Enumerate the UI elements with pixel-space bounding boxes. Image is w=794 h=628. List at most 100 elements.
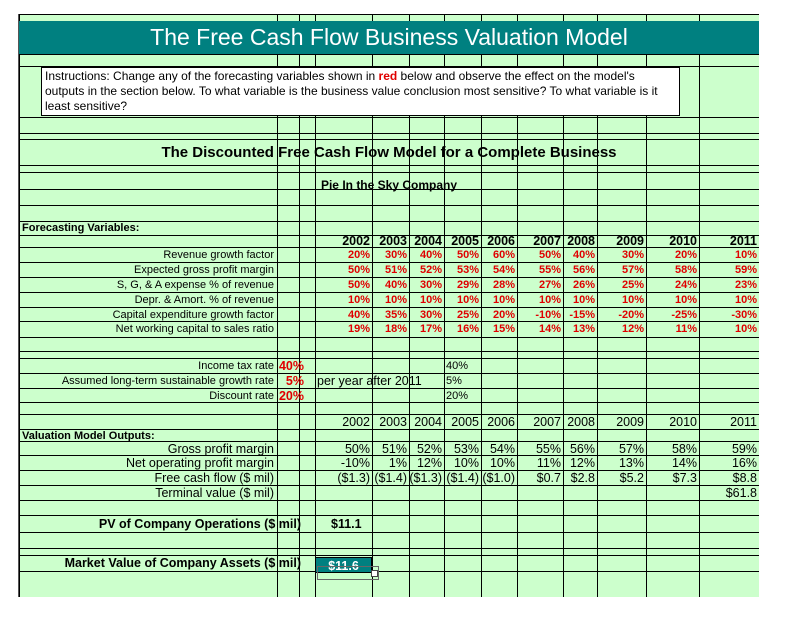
output-row-label: Terminal value ($ mil) [155,486,274,500]
forecast-input-value[interactable]: 10% [347,294,370,306]
forecast-input-value[interactable]: -30% [731,309,757,321]
forecast-input-value[interactable]: 35% [384,309,407,321]
fill-handle[interactable] [371,570,378,577]
instructions-red-word: red [378,69,398,83]
output-value: 53% [453,442,479,456]
forecast-input-value[interactable]: 50% [347,264,370,276]
output-value: 16% [731,456,757,470]
rate-input-value[interactable]: 5% [285,374,304,388]
forecast-input-value[interactable]: 55% [538,264,561,276]
forecast-year-header: 2003 [379,234,407,248]
forecast-input-value[interactable]: -10% [535,309,561,321]
forecast-input-value[interactable]: 29% [456,279,479,291]
spreadsheet[interactable]: The Free Cash Flow Business Valuation Mo… [18,14,759,597]
forecast-year-header: 2005 [451,234,479,248]
grid-row-line [19,548,759,549]
forecast-input-value[interactable]: 25% [621,279,644,291]
forecast-input-value[interactable]: -15% [569,309,595,321]
output-value: 10% [453,456,479,470]
forecast-input-value[interactable]: 23% [734,279,757,291]
forecast-input-value[interactable]: 10% [674,294,697,306]
forecast-input-value[interactable]: 40% [347,309,370,321]
forecast-input-value[interactable]: 10% [734,294,757,306]
forecast-input-value[interactable]: 10% [734,249,757,261]
forecast-input-value[interactable]: 30% [419,309,442,321]
forecast-input-value[interactable]: 27% [538,279,561,291]
forecast-input-value[interactable]: 54% [492,264,515,276]
sheet-title: The Free Cash Flow Business Valuation Mo… [19,21,759,54]
grid-row-line [19,485,759,486]
forecast-input-value[interactable]: 10% [538,294,561,306]
forecast-input-value[interactable]: 56% [572,264,595,276]
output-year-header: 2009 [616,415,644,429]
forecast-input-value[interactable]: 10% [734,323,757,335]
forecast-input-value[interactable]: 10% [419,294,442,306]
output-value: ($1.4) [374,471,407,485]
forecast-input-value[interactable]: 53% [456,264,479,276]
grid-row-line [19,247,759,248]
forecast-input-value[interactable]: 20% [492,309,515,321]
forecast-input-value[interactable]: 10% [456,294,479,306]
forecast-input-value[interactable]: 28% [492,279,515,291]
forecast-input-value[interactable]: 60% [492,249,515,261]
forecast-input-value[interactable]: 50% [347,279,370,291]
selected-cell-market-value[interactable]: $11.6 [315,557,372,573]
forecast-row-label: S, G, & A expense % of revenue [116,279,274,291]
forecast-input-value[interactable]: -25% [671,309,697,321]
forecast-input-value[interactable]: 59% [734,264,757,276]
forecast-input-value[interactable]: 19% [347,323,370,335]
forecast-input-value[interactable]: 40% [419,249,442,261]
forecast-input-value[interactable]: 30% [419,279,442,291]
rate-input-value[interactable]: 20% [278,389,304,403]
rate-input-value[interactable]: 40% [278,359,304,373]
forecast-input-value[interactable]: 20% [674,249,697,261]
forecast-input-value[interactable]: 10% [621,294,644,306]
grid-row-line [19,515,759,516]
forecast-input-value[interactable]: 18% [384,323,407,335]
forecast-input-value[interactable]: 10% [384,294,407,306]
forecast-input-value[interactable]: 50% [456,249,479,261]
forecast-input-value[interactable]: -20% [618,309,644,321]
forecast-input-value[interactable]: 51% [384,264,407,276]
grid-row-line [19,500,759,501]
output-value: $5.2 [619,471,644,485]
forecast-input-value[interactable]: 26% [572,279,595,291]
forecast-input-value[interactable]: 30% [621,249,644,261]
forecast-input-value[interactable]: 14% [538,323,561,335]
forecast-input-value[interactable]: 40% [572,249,595,261]
forecast-input-value[interactable]: 12% [621,323,644,335]
forecast-input-value[interactable]: 11% [675,323,697,335]
forecast-year-header: 2004 [414,234,442,248]
output-year-header: 2005 [451,415,479,429]
forecast-input-value[interactable]: 20% [347,249,370,261]
forecast-input-value[interactable]: 25% [456,309,479,321]
forecast-input-value[interactable]: 24% [674,279,697,291]
forecast-year-header: 2007 [533,234,561,248]
grid-row-line [19,165,759,166]
grid-column-line [481,14,482,597]
forecast-input-value[interactable]: 17% [419,323,442,335]
output-value: 12% [416,456,442,470]
output-year-header: 2011 [730,415,757,429]
forecast-input-value[interactable]: 58% [674,264,697,276]
grid-row-line [19,455,759,456]
forecast-input-value[interactable]: 13% [572,323,595,335]
forecast-input-value[interactable]: 16% [456,323,479,335]
pv-label: PV of Company Operations ($ mil) [98,517,301,531]
forecast-input-value[interactable]: 10% [492,294,515,306]
instructions-box[interactable]: Instructions: Change any of the forecast… [41,67,680,116]
output-value: 56% [569,442,595,456]
forecast-input-value[interactable]: 57% [621,264,644,276]
forecast-input-value[interactable]: 15% [492,323,515,335]
forecast-input-value[interactable]: 30% [384,249,407,261]
forecast-input-value[interactable]: 10% [572,294,595,306]
forecast-input-value[interactable]: 52% [419,264,442,276]
rate-note: per year after 2011 [317,374,422,388]
grid-column-line [597,14,598,597]
forecast-input-value[interactable]: 40% [384,279,407,291]
grid-column-line [277,14,278,597]
grid-row-line [19,14,759,15]
grid-row-line [19,571,759,572]
grid-column-line [409,14,410,597]
forecast-input-value[interactable]: 50% [538,249,561,261]
